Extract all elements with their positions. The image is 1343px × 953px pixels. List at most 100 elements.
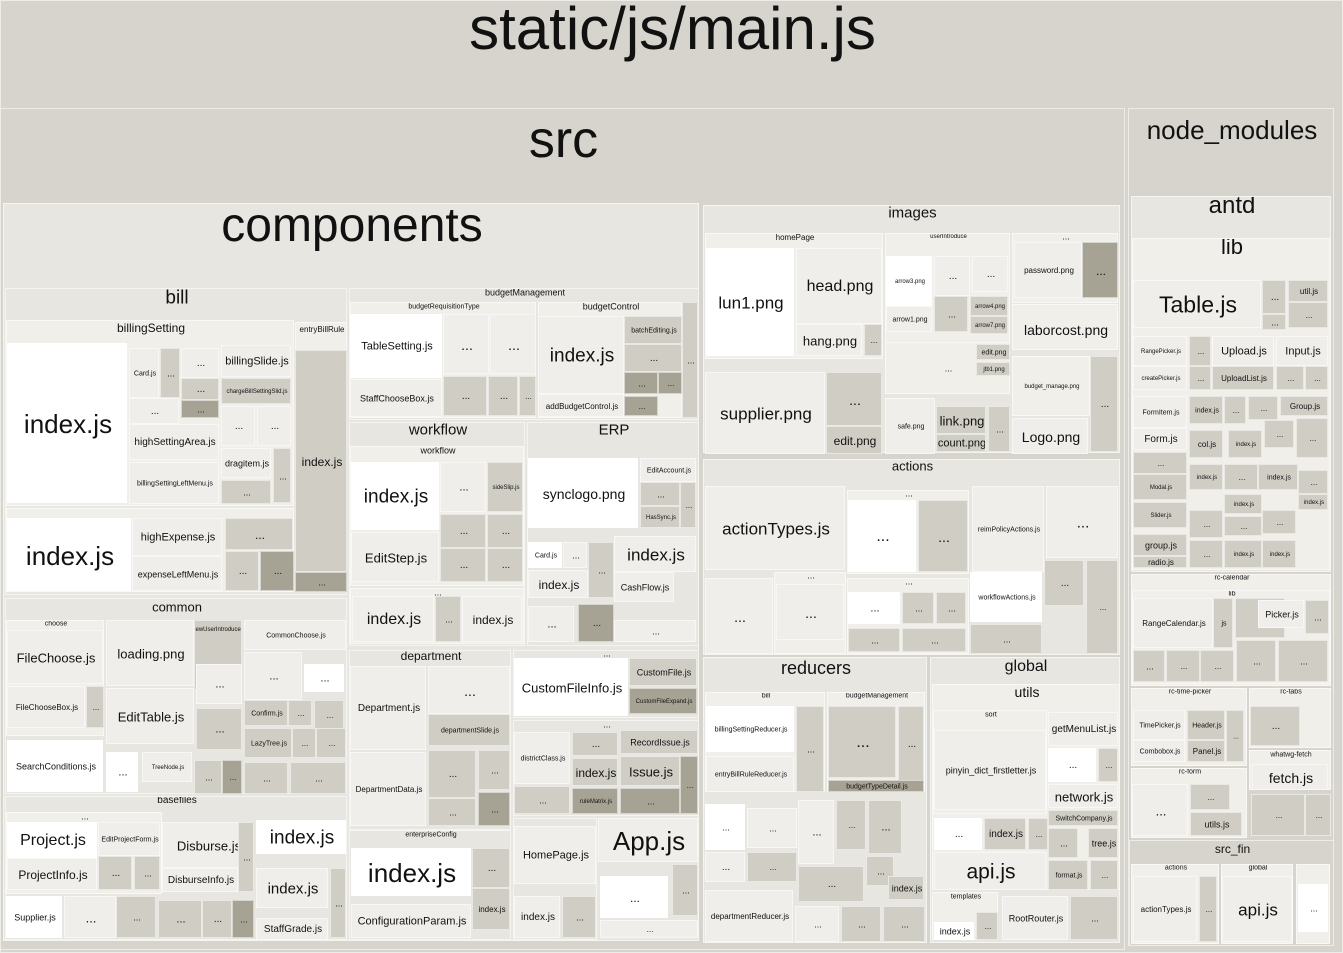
file-basefiles-index2: index.js (256, 868, 328, 908)
file-jtb1: jtb1.png (976, 362, 1010, 376)
file-reducers-index-label: index.js (891, 883, 923, 894)
more: ... (232, 900, 254, 938)
module-erp-label: ERP (598, 422, 630, 438)
more-label: ... (328, 739, 336, 748)
more-label: ... (1309, 434, 1317, 443)
file-district-class: districtClass.js (514, 732, 570, 784)
module-enterprise-config-label: enterpriseConfig (405, 831, 457, 838)
more: ... (1262, 280, 1286, 314)
module-rc-tabs-label: rc-tabs (1280, 688, 1302, 696)
more: ... (158, 900, 202, 938)
file-api: api.js (934, 852, 1046, 890)
file-col-label: col.js (1197, 440, 1217, 449)
more-label: ... (461, 391, 471, 402)
file-password: password.png (1014, 242, 1082, 298)
more: ... (600, 876, 668, 918)
more-label: ... (1232, 406, 1240, 415)
file-time-picker-label: TimePicker.js (1139, 722, 1181, 730)
file-antd-index3: index.js (1189, 464, 1223, 490)
file-rule-matrix: ruleMatrix.js (572, 788, 618, 814)
more-label: ... (1003, 634, 1011, 645)
file-fin-api: api.js (1222, 876, 1292, 942)
file-head-label: head.png (806, 278, 874, 295)
more-label: ... (876, 528, 890, 545)
more: ... (64, 896, 116, 938)
more-label: ... (1146, 661, 1154, 672)
more: ... (1250, 706, 1300, 746)
file-file-choose: FileChoose.js (7, 630, 103, 684)
more: ... (1048, 748, 1096, 782)
more: ... (196, 664, 242, 704)
file-antd-index3-label: index.js (1196, 475, 1218, 481)
more: ... (563, 542, 587, 568)
more-label: ... (318, 577, 326, 588)
file-district-class-label: districtClass.js (520, 755, 566, 763)
file-charge-bill-setting-label: chargeBillSettingSlid.js (226, 389, 288, 395)
more-label: ... (647, 796, 655, 807)
more-label: ... (1035, 830, 1043, 839)
file-lazy-tree: LazyTree.js (244, 728, 292, 758)
more: ... (776, 584, 844, 640)
module-components-label: components (221, 203, 483, 252)
file-tree-node: TreeNode.js (142, 752, 192, 782)
more: ... (257, 406, 291, 446)
more-label: ... (197, 404, 205, 415)
file-count: count.png (936, 434, 986, 452)
file-file-choose-box-label: FileChooseBox.js (15, 703, 79, 712)
more: ... (86, 686, 104, 728)
more-label: ... (1260, 404, 1268, 413)
more-label: ... (1207, 793, 1215, 802)
file-upload-list: UploadList.js (1212, 366, 1274, 390)
more-label: ... (687, 355, 695, 366)
file-cash-flow-label: CashFlow.js (620, 582, 670, 593)
file-file-choose-label: FileChoose.js (16, 650, 96, 666)
file-workflow-index2-label: index.js (366, 611, 422, 628)
file-disburse-info: DisburseInfo.js (162, 868, 238, 892)
module-actions-label: actions (891, 459, 934, 474)
file-supplier-png: supplier.png (705, 372, 825, 454)
file-safe: safe.png (885, 398, 935, 454)
more-label: ... (92, 703, 100, 712)
more: ... (440, 548, 486, 582)
file-expense-left-menu: expenseLeftMenu.js (132, 556, 222, 591)
file-custom-file-expand: CustomFileExpand.js (629, 688, 697, 714)
more-label: ... (638, 378, 646, 389)
more: ... (160, 348, 180, 398)
file-cash-flow: CashFlow.js (614, 572, 674, 602)
file-supplier: Supplier.js (6, 896, 62, 938)
more-label: ... (118, 766, 128, 779)
file-tree-node-label: TreeNode.js (151, 765, 185, 771)
file-edit-account-label: EditAccount.js (646, 467, 692, 475)
file-home-page-index: index.js (514, 896, 560, 938)
more: ... (848, 500, 916, 572)
file-department-reducer: departmentReducer.js (705, 890, 793, 942)
more-label: ... (905, 578, 913, 587)
more: ... (196, 708, 242, 750)
more-label: ... (769, 863, 777, 872)
more: ... (98, 856, 132, 890)
file-picker: Picker.js (1258, 600, 1304, 628)
more: ... (588, 542, 614, 598)
more: ... (1199, 876, 1217, 942)
more-label: ... (196, 358, 206, 369)
file-create-picker: createPicker.js (1133, 366, 1187, 390)
more: ... (902, 592, 934, 624)
file-department-data-label: DepartmentData.js (355, 785, 423, 794)
more: ... (1224, 516, 1262, 536)
module-src-fin-actions-label: actions (1164, 864, 1188, 872)
more-label: ... (1100, 399, 1110, 410)
file-add-budget-control: addBudgetControl.js (538, 394, 624, 417)
more: ... (134, 856, 160, 890)
file-range-calendar-label: RangeCalendar.js (1142, 619, 1206, 628)
file-billing-setting-left-menu-label: billingSettingLeftMenu.js (137, 480, 213, 488)
more-label: ... (807, 572, 815, 581)
more-label: ... (905, 490, 913, 499)
more: ... (747, 852, 797, 882)
more-label: ... (215, 678, 225, 691)
file-batch-editing-label: batchEditing.js (631, 327, 677, 335)
more: ... (1082, 242, 1118, 298)
more: ... (1296, 418, 1328, 458)
file-fin-action-types-label: actionTypes.js (1140, 905, 1192, 914)
more: ... (705, 804, 745, 850)
more-label: ... (576, 912, 584, 923)
